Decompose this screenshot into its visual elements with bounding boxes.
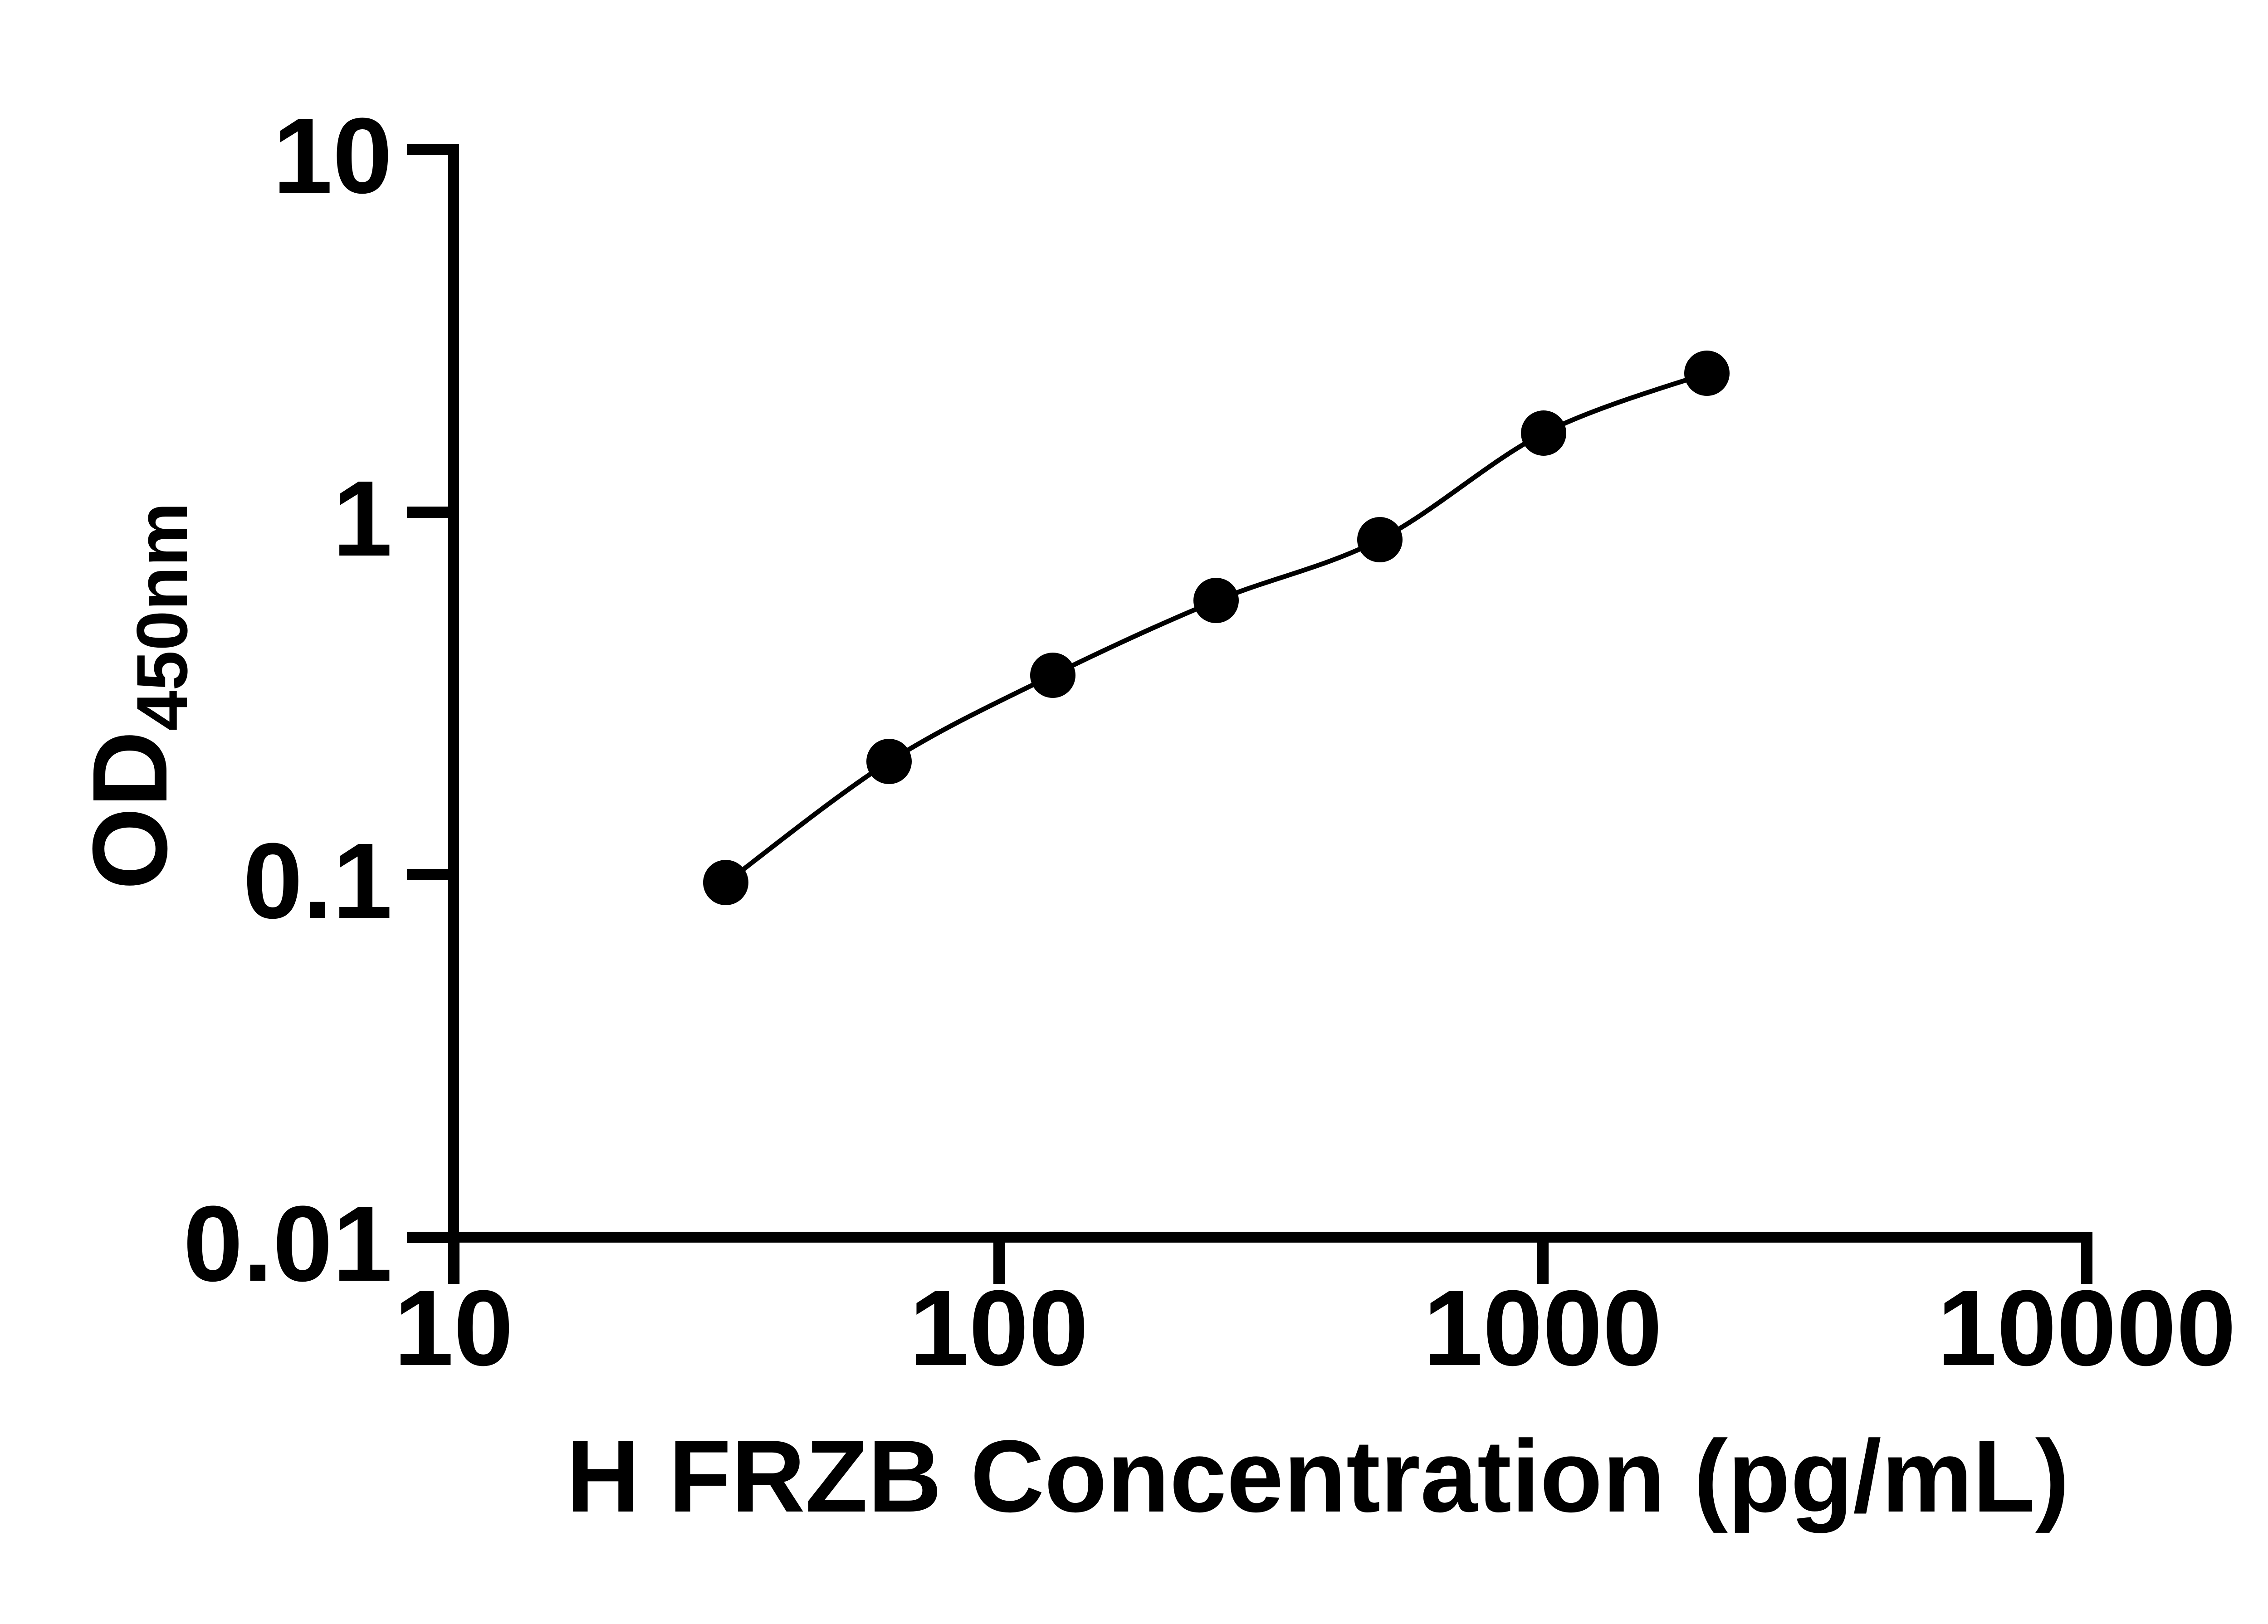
svg-text:OD450nm: OD450nm: [70, 502, 202, 890]
svg-text:0.01: 0.01: [183, 1184, 392, 1304]
svg-text:1000: 1000: [1423, 1268, 1662, 1388]
svg-text:1: 1: [332, 458, 392, 579]
svg-text:H FRZB Concentration (pg/mL): H FRZB Concentration (pg/mL): [566, 1419, 2069, 1533]
svg-text:10: 10: [273, 96, 392, 216]
svg-text:10: 10: [394, 1268, 513, 1388]
svg-text:100: 100: [909, 1268, 1088, 1388]
svg-text:10000: 10000: [1937, 1268, 2236, 1388]
svg-text:0.1: 0.1: [243, 821, 392, 941]
